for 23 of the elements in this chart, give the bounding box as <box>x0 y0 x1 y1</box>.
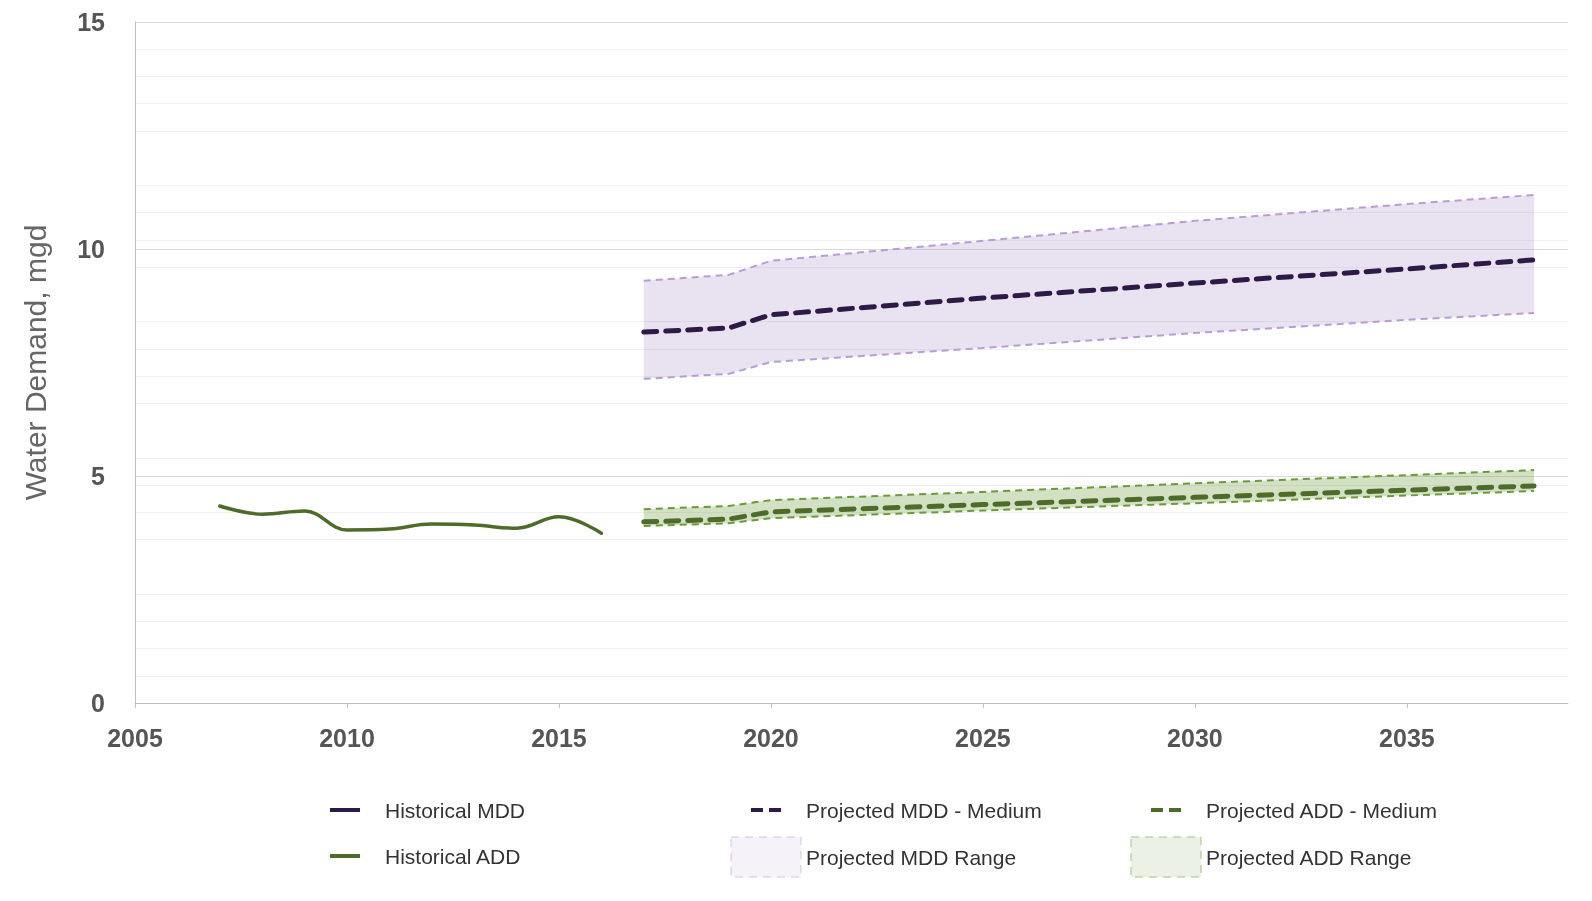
line-series <box>642 312 1536 380</box>
x-tick-label: 2010 <box>319 723 375 752</box>
y-tick-label: 0 <box>91 689 105 717</box>
x-tick-label: 2035 <box>1379 723 1435 752</box>
x-tick-label: 2025 <box>955 723 1011 752</box>
legend-label: Projected ADD Range <box>1206 845 1412 869</box>
x-tick-label: 2020 <box>743 723 799 752</box>
line-series <box>642 489 1536 527</box>
x-tick-label: 2005 <box>107 723 163 752</box>
y-tick-label: 15 <box>77 8 106 36</box>
y-axis-title: Water Demand, mgd <box>18 224 52 501</box>
legend-label: Projected MDD Range <box>806 845 1017 869</box>
line-series <box>218 504 604 535</box>
legend-label: Projected MDD - Medium <box>806 798 1042 822</box>
line-series <box>642 469 1536 511</box>
y-tick-label: 10 <box>77 235 105 263</box>
legend-label: Historical ADD <box>385 844 521 868</box>
line-series <box>642 193 1536 282</box>
legend-label: Historical MDD <box>385 798 526 822</box>
legend-label: Projected ADD - Medium <box>1206 798 1438 822</box>
y-tick-label: 5 <box>91 462 106 490</box>
x-tick-label: 2030 <box>1167 723 1223 752</box>
x-tick-label: 2015 <box>531 723 587 752</box>
